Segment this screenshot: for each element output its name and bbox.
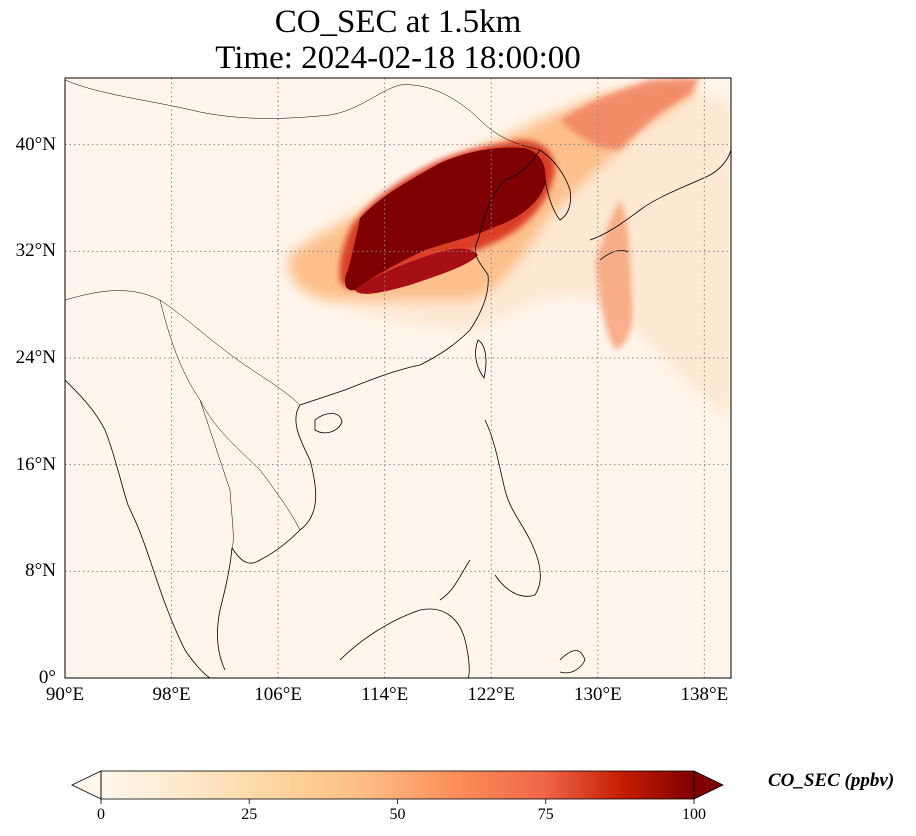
coastline-malay — [149, 547, 233, 678]
border-indochina — [159, 299, 301, 531]
colorbar-tick-marks — [100, 799, 695, 804]
x-tick-label: 90°E — [45, 684, 85, 705]
colorbar-tick-label: 0 — [97, 806, 105, 823]
colorbar-tick-label: 100 — [682, 806, 706, 823]
coastline-myanmar — [65, 379, 151, 561]
coastline-borneo — [339, 608, 470, 678]
y-tick-label: 40°N — [15, 133, 56, 155]
x-tick-label: 114°E — [361, 684, 409, 705]
colorbar-tick-label: 50 — [389, 806, 406, 823]
colorbar-extend-high — [693, 770, 724, 800]
border-north — [65, 79, 541, 151]
concentration-field — [289, 78, 731, 420]
y-tick-label: 0° — [38, 667, 56, 688]
chart-title-line1: CO_SEC at 1.5km — [274, 4, 522, 40]
colorbar-gradient — [101, 771, 694, 799]
x-tick-label: 106°E — [254, 684, 302, 705]
border-south — [65, 290, 301, 406]
coastline-philippines — [439, 419, 541, 601]
border-laos — [199, 399, 234, 549]
plume-core — [344, 147, 546, 291]
y-tick-label: 16°N — [15, 453, 56, 475]
y-tick-label: 24°N — [15, 347, 56, 368]
map-frame — [64, 77, 732, 679]
coastline-korea — [539, 149, 571, 221]
x-tick-label: 138°E — [680, 684, 729, 705]
chart-title-line2: Time: 2024-02-18 18:00:00 — [215, 40, 581, 76]
plume-east — [596, 200, 633, 350]
x-tick-label: 98°E — [152, 684, 191, 705]
coastline-hainan — [314, 413, 343, 434]
country-borders — [65, 79, 541, 549]
x-tick-label: 122°E — [467, 684, 516, 705]
coastline-sulawesi — [559, 650, 586, 674]
colorbar-label: CO_SEC (ppbv) — [768, 770, 895, 791]
colorbar-extend-low — [71, 770, 102, 800]
y-tick-label: 32°N — [15, 240, 56, 262]
y-tick-label: 8°N — [25, 560, 56, 582]
plume-northeast — [560, 78, 700, 150]
colorbar — [71, 770, 724, 804]
coastline-mainland — [231, 149, 541, 564]
colorbar-tick-label: 75 — [537, 806, 554, 823]
x-tick-label: 130°E — [573, 684, 622, 705]
colorbar-tick-label: 25 — [241, 806, 258, 823]
coastline-taiwan — [475, 339, 487, 379]
plume-core-streak — [355, 248, 478, 294]
